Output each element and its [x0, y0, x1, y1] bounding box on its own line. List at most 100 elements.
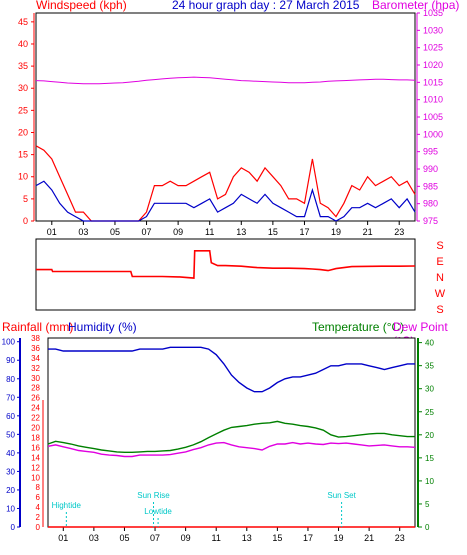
wind-tick-label: 35: [18, 61, 28, 71]
dir-plot-frame: [35, 238, 416, 311]
wind-tick-label: 5: [23, 194, 28, 204]
baro-tick-label: 1025: [423, 43, 443, 53]
dir-letter-W: W: [435, 288, 446, 300]
rain-tick-label: 2: [36, 513, 41, 522]
rain-tick-label: 26: [31, 394, 40, 403]
rain-tick-label: 38: [31, 334, 40, 343]
x-tick-label: 03: [78, 227, 88, 237]
baro-tick-label: 985: [423, 181, 438, 191]
baro-tick-label: 1015: [423, 77, 443, 87]
x-tick-label: 17: [303, 533, 313, 543]
temp-tick-label: 10: [425, 477, 434, 486]
series-temperature-c-: [47, 420, 415, 453]
baro-tick-label: 1030: [423, 25, 443, 35]
wind-tick-label: 20: [18, 127, 28, 137]
rain-tick-label: 10: [31, 473, 40, 482]
wind-tick-label: 10: [18, 172, 28, 182]
x-tick-label: 01: [58, 533, 68, 543]
x-tick-label: 01: [47, 227, 57, 237]
baro-tick-label: 975: [423, 216, 438, 226]
series-barometer-hpa-: [35, 76, 416, 85]
baro-tick-label: 1020: [423, 60, 443, 70]
event-label-sunset: Sun Set: [327, 491, 356, 500]
rain-tick-label: 6: [36, 493, 41, 502]
x-tick-label: 07: [142, 227, 152, 237]
rain-tick-label: 30: [31, 374, 40, 383]
wind-tick-label: 15: [18, 150, 28, 160]
humidity-tick-label: 100: [2, 338, 16, 347]
series-wind-direction: [36, 250, 416, 279]
humidity-tick-label: 0: [11, 523, 16, 532]
temp-tick-label: 25: [425, 408, 434, 417]
temperature-axis-label: Temperature (°C): [312, 320, 405, 334]
baro-tick-label: 1010: [423, 95, 443, 105]
x-tick-label: 07: [150, 533, 160, 543]
wind-tick-label: 25: [18, 105, 28, 115]
rain-tick-label: 16: [31, 443, 40, 452]
x-tick-label: 13: [236, 227, 246, 237]
x-tick-label: 09: [181, 533, 191, 543]
series-dew-point-c-: [47, 441, 416, 458]
dir-letter-N: N: [436, 272, 444, 284]
dir-letter-E: E: [436, 256, 443, 268]
baro-tick-label: 1000: [423, 129, 443, 139]
humidity-axis-label: Humidity (%): [68, 320, 137, 334]
baro-tick-label: 990: [423, 164, 438, 174]
rain-tick-label: 32: [31, 364, 40, 373]
rain-tick-label: 36: [31, 344, 40, 353]
humidity-tick-label: 30: [6, 467, 15, 476]
baro-tick-label: 1035: [423, 8, 443, 18]
x-tick-label: 19: [331, 227, 341, 237]
x-tick-label: 19: [334, 533, 344, 543]
temp-tick-label: 15: [425, 454, 434, 463]
x-tick-label: 11: [212, 533, 221, 543]
temp-tick-label: 5: [425, 500, 430, 509]
humidity-tick-label: 70: [6, 393, 15, 402]
event-label-sunrise: Sun Rise: [137, 491, 170, 500]
rain-tick-label: 14: [31, 453, 40, 462]
humidity-tick-label: 60: [6, 412, 15, 421]
wind-tick-label: 0: [23, 216, 28, 226]
x-tick-label: 05: [119, 533, 129, 543]
x-tick-label: 15: [272, 533, 282, 543]
windspeed-axis-label: Windspeed (kph): [36, 0, 127, 12]
humidity-tick-label: 90: [6, 356, 15, 365]
rain-tick-label: 28: [31, 384, 40, 393]
x-tick-label: 23: [395, 533, 405, 543]
bottom-plot-frame: [47, 337, 416, 528]
humidity-tick-label: 50: [6, 430, 15, 439]
event-label-lowtide: Lowtide: [144, 507, 172, 516]
x-tick-label: 09: [173, 227, 183, 237]
humidity-tick-label: 10: [6, 504, 15, 513]
wind-tick-label: 30: [18, 83, 28, 93]
humidity-tick-label: 80: [6, 375, 15, 384]
rain-tick-label: 4: [36, 503, 41, 512]
x-tick-label: 17: [299, 227, 309, 237]
baro-tick-label: 1005: [423, 112, 443, 122]
series-humidity-: [48, 346, 415, 393]
x-tick-label: 05: [110, 227, 120, 237]
temp-tick-label: 20: [425, 431, 434, 440]
event-label-hightide: Hightide: [52, 501, 82, 510]
rain-tick-label: 18: [31, 433, 40, 442]
graph-title: 24 hour graph day : 27 March 2015: [172, 0, 360, 12]
baro-tick-label: 995: [423, 147, 438, 157]
x-tick-label: 21: [363, 227, 373, 237]
humidity-tick-label: 40: [6, 449, 15, 458]
temp-tick-label: 0: [425, 523, 430, 532]
rain-tick-label: 20: [31, 424, 40, 433]
temp-tick-label: 40: [425, 339, 434, 348]
x-tick-label: 23: [394, 227, 404, 237]
temp-tick-label: 30: [425, 385, 434, 394]
temp-humidity-panel: 0102030405060708090100024681012141618202…: [2, 334, 435, 543]
wind-tick-label: 40: [18, 39, 28, 49]
rain-tick-label: 12: [31, 463, 40, 472]
baro-tick-label: 980: [423, 199, 438, 209]
rain-tick-label: 8: [36, 483, 41, 492]
wind-baro-panel: 0510152025303540459759809859909951000100…: [18, 8, 443, 237]
x-tick-label: 13: [242, 533, 252, 543]
x-tick-label: 15: [268, 227, 278, 237]
